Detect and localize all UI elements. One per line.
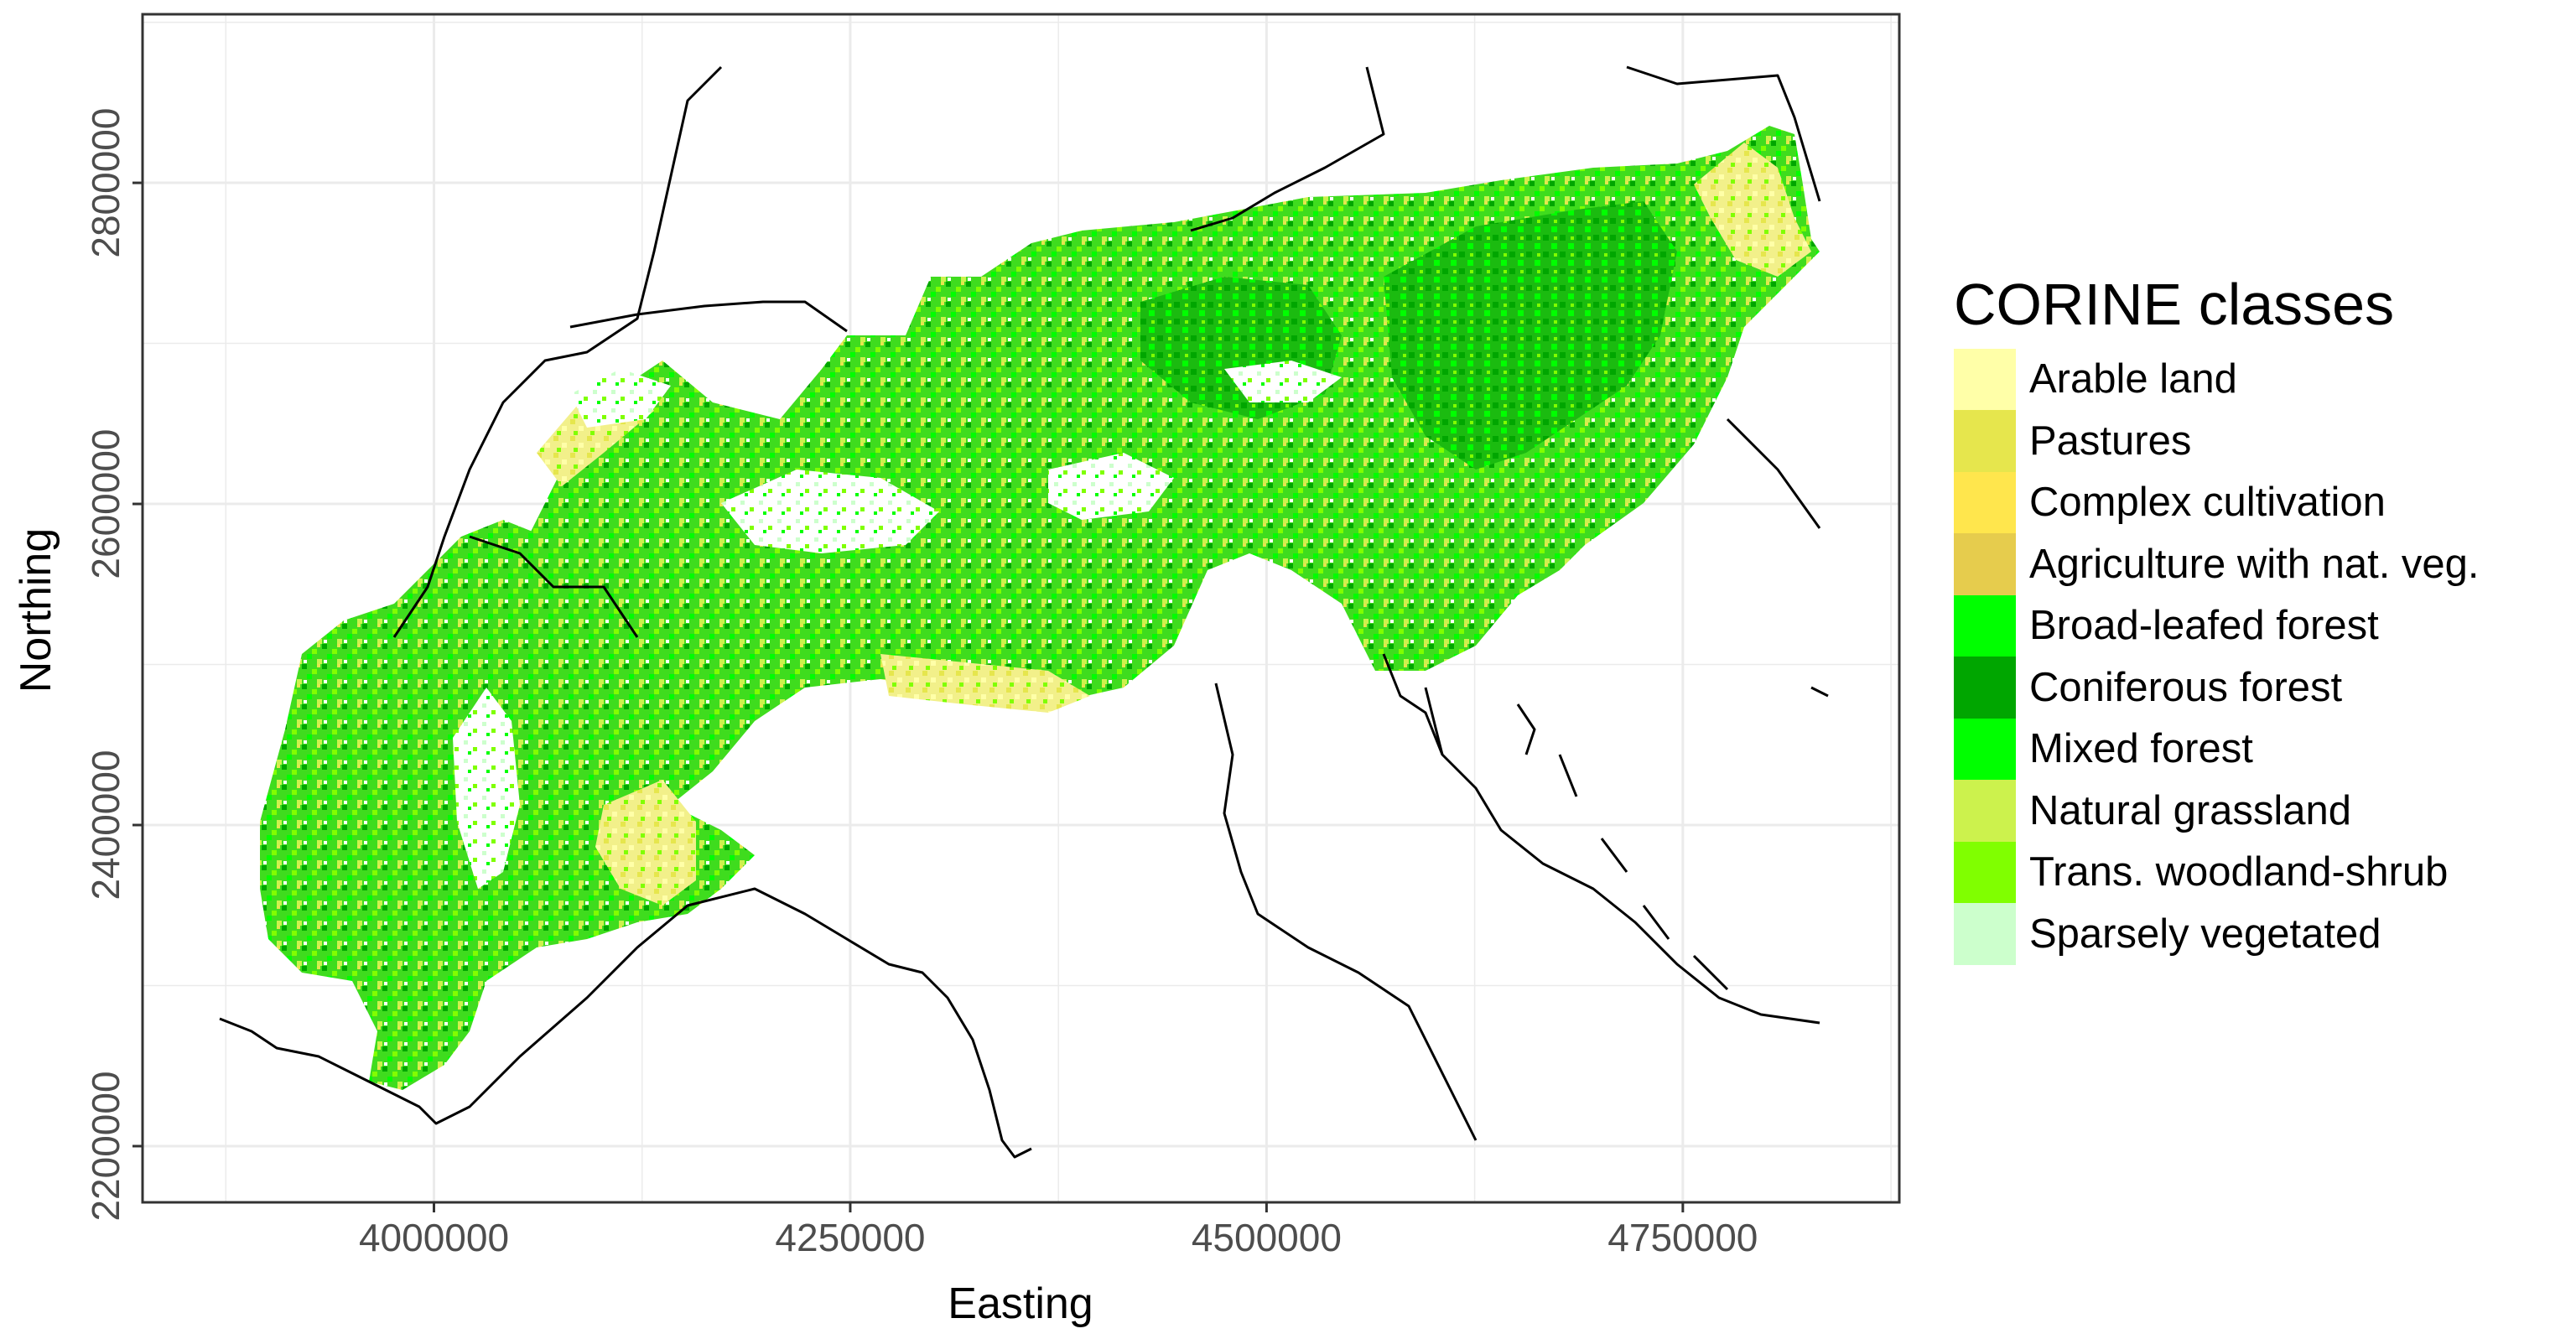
land-cover-raster: [260, 126, 1820, 1090]
po-plain-margin-arable: [880, 654, 1090, 713]
x-tick-label: 4250000: [775, 1216, 925, 1259]
legend-swatch: [1954, 533, 2016, 596]
legend-label: Trans. woodland-shrub: [2029, 849, 2449, 895]
piedmont-arable: [595, 780, 696, 906]
y-tick-label: 2600000: [84, 428, 127, 579]
x-tick-label: 4500000: [1192, 1216, 1342, 1259]
hungary-border: [1726, 418, 1821, 529]
legend-item: Mixed forest: [1954, 718, 2558, 781]
legend-item: Trans. woodland-shrub: [1954, 841, 2558, 904]
istria-coast: [1382, 653, 1444, 755]
x-tick-label: 4750000: [1607, 1216, 1758, 1259]
legend-label: Sparsely vegetated: [2029, 911, 2381, 957]
hohe-tauern-bare: [1224, 361, 1342, 402]
legend-label: Broad-leafed forest: [2029, 603, 2379, 649]
legend-item: Sparsely vegetated: [1954, 903, 2558, 966]
legend-label: Agriculture with nat. veg.: [2029, 541, 2480, 587]
x-tick-label: 4000000: [359, 1216, 509, 1259]
croatia-inland-border: [1810, 686, 1829, 698]
legend: CORINE classes Arable land Pastures Comple…: [1954, 267, 2558, 966]
legend-swatch: [1954, 348, 2016, 411]
y-axis: 2200000 2400000 2600000 2800000: [84, 108, 143, 1222]
legend-item: Coniferous forest: [1954, 657, 2558, 719]
legend-swatch: [1954, 841, 2016, 904]
legend-item: Agriculture with nat. veg.: [1954, 533, 2558, 596]
legend-item: Broad-leafed forest: [1954, 594, 2558, 657]
y-tick-label: 2400000: [84, 750, 127, 900]
legend-swatch: [1954, 657, 2016, 719]
legend-item: Natural grassland: [1954, 780, 2558, 843]
x-axis-title: Easting: [948, 1279, 1093, 1328]
swiss-alps-bare: [721, 470, 939, 553]
legend-items: Arable land Pastures Complex cultivation Ag…: [1954, 348, 2558, 966]
vienna-basin-arable: [1694, 143, 1811, 277]
legend-label: Mixed forest: [2029, 726, 2253, 772]
adriatic-east-coast: [1424, 687, 1820, 1025]
legend-label: Coniferous forest: [2029, 664, 2343, 710]
eastern-conifer-region: [1384, 201, 1677, 470]
y-tick-label: 2800000: [84, 108, 127, 258]
adriatic-west-coast: [1214, 682, 1478, 1141]
coastlines-and-borders: [219, 65, 1829, 1159]
italian-coastline: [219, 887, 1032, 1159]
legend-label: Complex cultivation: [2029, 480, 2386, 526]
legend-title: CORINE classes: [1954, 272, 2395, 337]
x-axis: 4000000 4250000 4500000 4750000: [359, 1202, 1758, 1259]
legend-label: Pastures: [2029, 418, 2192, 464]
legend-item: Complex cultivation: [1954, 471, 2558, 534]
legend-label: Arable land: [2029, 356, 2237, 402]
legend-swatch: [1954, 780, 2016, 843]
italy-inner-border: [469, 535, 639, 638]
slovenia-border: [1626, 65, 1821, 202]
y-tick-label: 2200000: [84, 1071, 127, 1221]
legend-swatch: [1954, 903, 2016, 966]
legend-item: Arable land: [1954, 348, 2558, 411]
western-alps-bare: [453, 688, 520, 889]
legend-swatch: [1954, 410, 2016, 473]
legend-item: Pastures: [1954, 410, 2558, 473]
swiss-border: [569, 300, 848, 333]
legend-swatch: [1954, 718, 2016, 781]
dalmatian-islands: [1516, 703, 1729, 991]
tyrol-bare: [1048, 453, 1174, 520]
german-austrian-border: [1190, 66, 1385, 232]
y-axis-title: Northing: [12, 528, 60, 693]
plot-border: [141, 13, 1901, 1204]
legend-label: Natural grassland: [2029, 787, 2352, 833]
swiss-lowland-bare: [570, 369, 671, 428]
alpine-northern-border: [392, 65, 723, 638]
legend-swatch: [1954, 594, 2016, 657]
legend-swatch: [1954, 471, 2016, 534]
